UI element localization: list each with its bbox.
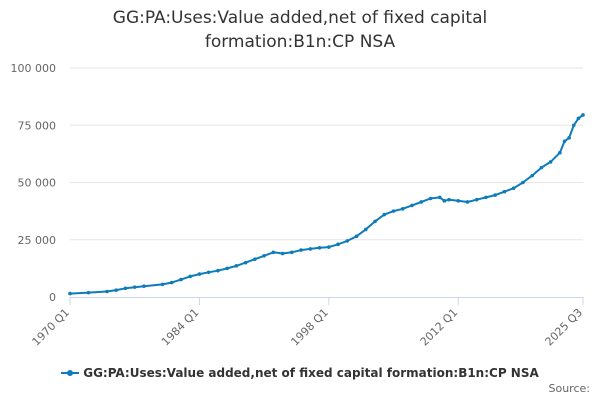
series-point [262, 253, 266, 258]
series-point [234, 264, 239, 268]
series-point [437, 195, 442, 200]
series-point [179, 277, 183, 282]
series-point [336, 242, 340, 247]
series-point [308, 247, 313, 251]
x-axis: 1970 Q1 1984 Q1 1998 Q1 2012 Q1 2025 Q3 [30, 297, 586, 349]
credits[interactable]: Source: [548, 382, 591, 395]
y-tick-label: 50 000 [18, 177, 57, 190]
series-point [484, 195, 488, 200]
series-point [428, 196, 433, 201]
legend-line-marker-icon [61, 368, 80, 378]
series-point [363, 227, 368, 232]
series-point [581, 113, 585, 117]
series-point [447, 197, 451, 202]
x-tick-label: 2025 Q3 [543, 306, 586, 349]
legend: GG:PA:Uses:Value added,net of fixed capi… [0, 366, 600, 381]
series-point [105, 289, 109, 294]
series-point [132, 285, 137, 289]
series-line [69, 113, 584, 295]
series-point [400, 207, 405, 211]
series-point [354, 234, 359, 239]
series-point [271, 250, 276, 255]
x-tick-label: 1998 Q1 [288, 306, 331, 349]
series-point [206, 270, 211, 275]
series-point [169, 280, 174, 285]
y-tick-label: 100 000 [11, 62, 57, 75]
legend-item[interactable]: GG:PA:Uses:Value added,net of fixed capi… [61, 366, 539, 380]
series-point [253, 257, 257, 262]
series-point [558, 150, 562, 155]
series-point [327, 245, 331, 249]
series-point [521, 180, 525, 185]
series-point [290, 250, 294, 255]
series-point [373, 219, 377, 224]
grid-lines [70, 67, 583, 241]
x-tick-label: 1970 Q1 [30, 306, 73, 349]
y-axis: 0 25 000 50 000 75 000 100 000 [11, 62, 57, 304]
series-point [345, 239, 350, 243]
series-point [567, 136, 571, 140]
series-point [502, 189, 507, 194]
series-point [410, 203, 414, 208]
x-tick-label: 1984 Q1 [159, 306, 202, 349]
series-point [493, 193, 497, 197]
series-point [160, 282, 165, 287]
series-point [317, 245, 322, 250]
series-point [419, 200, 424, 204]
series-point [474, 197, 479, 202]
series-layer [68, 113, 585, 296]
series-point [391, 209, 396, 213]
y-tick-label: 25 000 [18, 234, 57, 247]
chart-title-line-2: formation:B1n:CP NSA [204, 32, 396, 52]
series-point [216, 268, 220, 273]
x-tick-label: 2012 Q1 [418, 306, 461, 349]
chart-title: GG:PA:Uses:Value added,net of fixed capi… [0, 6, 600, 54]
y-tick-label: 75 000 [18, 119, 57, 132]
series-point [511, 186, 516, 191]
series-point [456, 199, 461, 203]
series-point [548, 160, 553, 164]
series-point [382, 212, 387, 217]
series-point [188, 274, 192, 279]
legend-label: GG:PA:Uses:Value added,net of fixed capi… [83, 366, 539, 380]
series-point [299, 248, 303, 252]
series-point [68, 291, 72, 296]
chart-title-line-1: GG:PA:Uses:Value added,net of fixed capi… [112, 8, 488, 28]
series-point [442, 199, 447, 203]
y-tick-label: 0 [49, 291, 56, 304]
series-point [142, 284, 146, 289]
series-point [86, 290, 91, 295]
series-point [114, 288, 119, 292]
series-point [225, 266, 229, 271]
series-point [243, 260, 248, 265]
series-point [530, 173, 534, 178]
series-point [123, 286, 128, 291]
series-point [562, 139, 567, 144]
series-point [280, 251, 285, 256]
series-point [576, 116, 581, 121]
series-point [197, 272, 202, 276]
series-point [539, 165, 544, 170]
series-point [571, 123, 576, 128]
series-point [465, 200, 470, 204]
